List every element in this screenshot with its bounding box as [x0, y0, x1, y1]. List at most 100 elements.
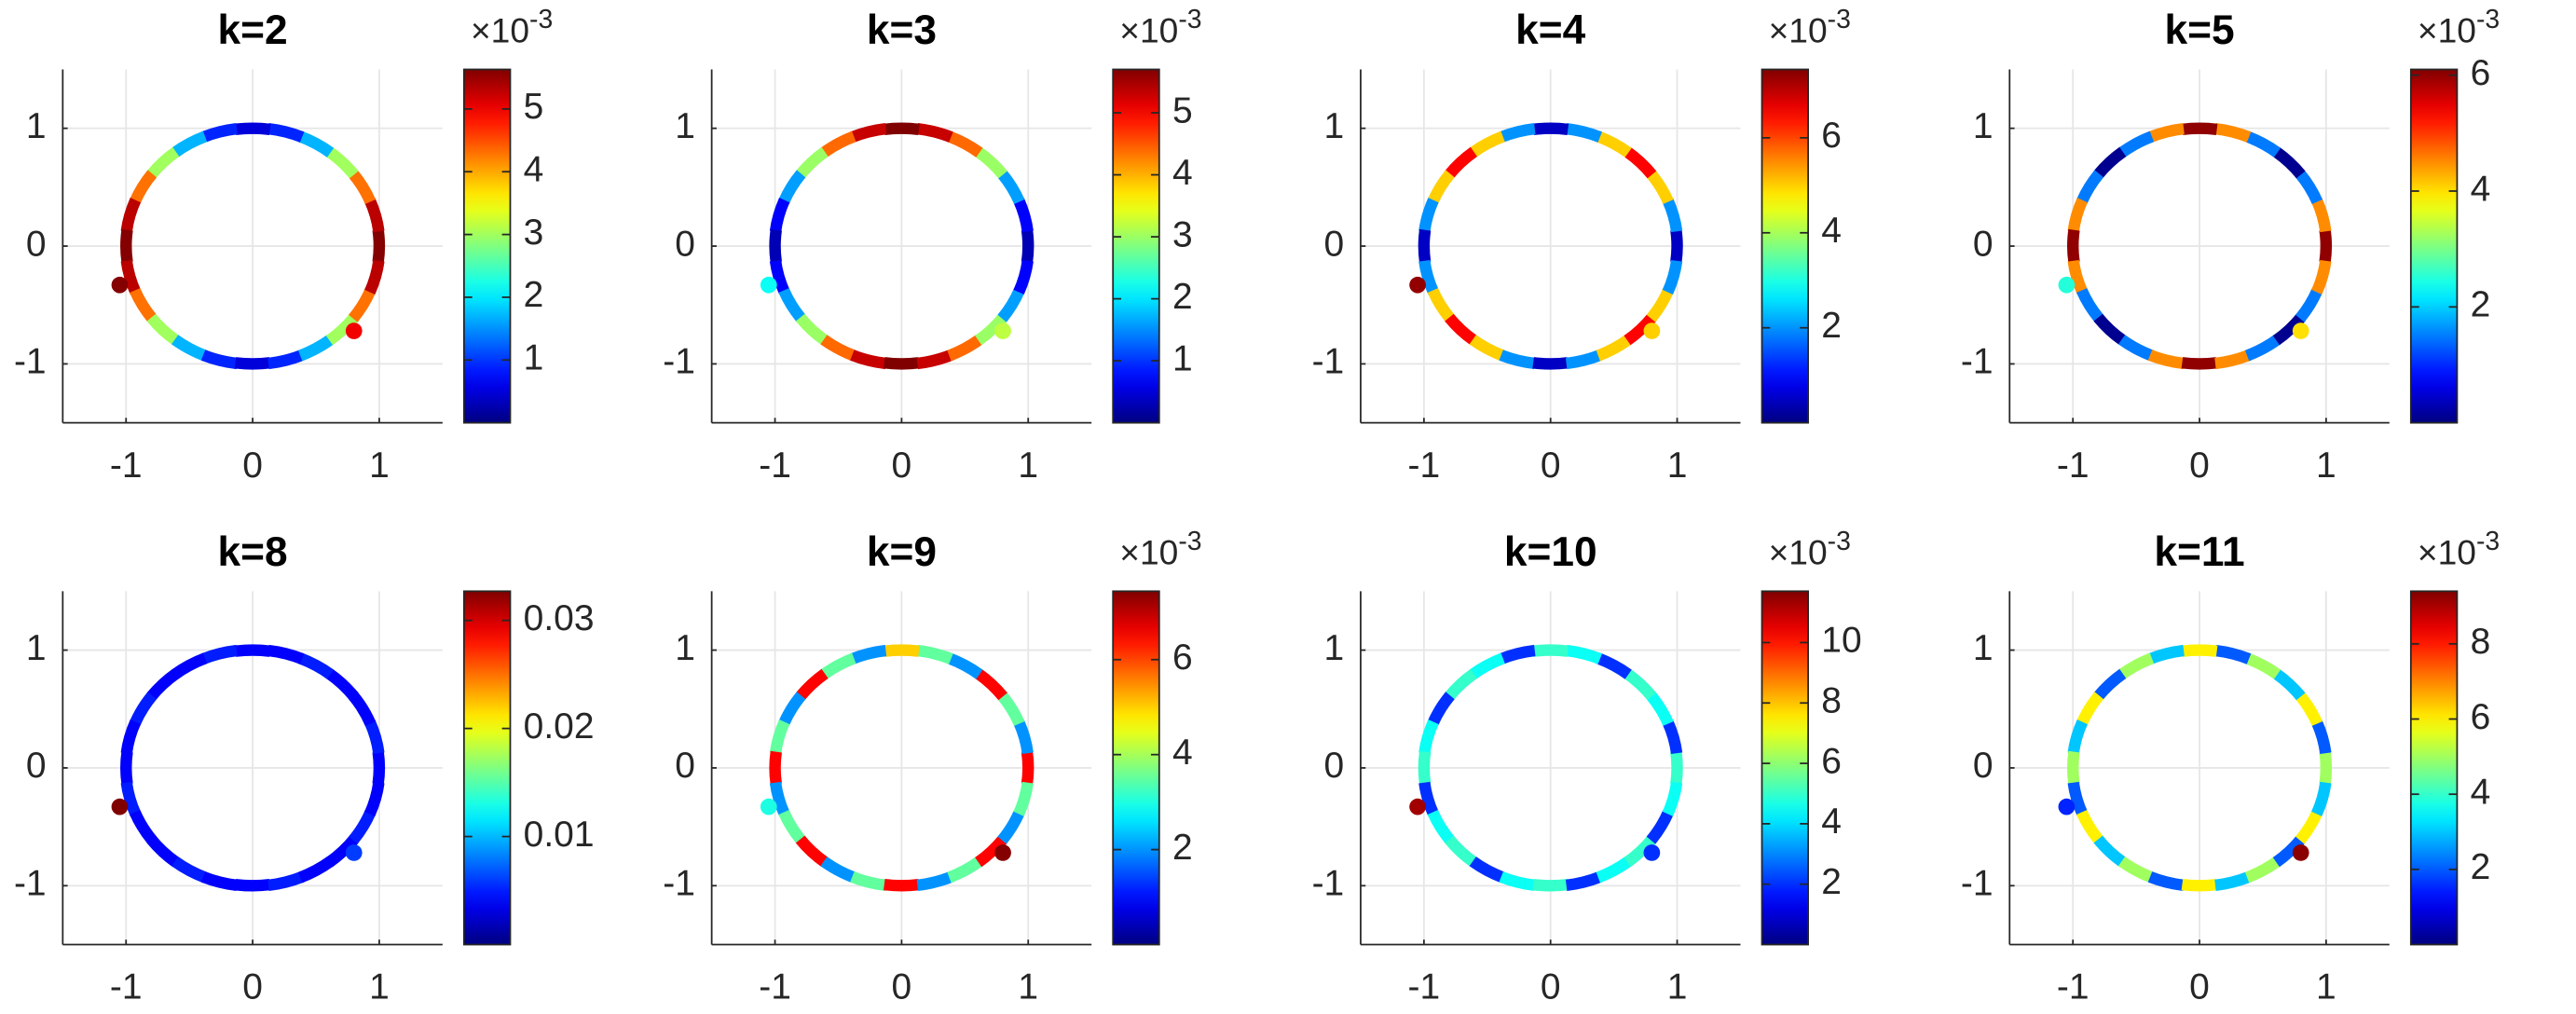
point — [372, 750, 386, 786]
point — [1643, 322, 1661, 339]
point — [1532, 122, 1569, 136]
colorbar-exponent: ×10-3 — [2418, 6, 2500, 50]
colorbar-tick-label: 3 — [524, 212, 544, 253]
colorbar-tick-label: 0.02 — [524, 706, 595, 747]
x-tick-label: 1 — [2316, 445, 2336, 486]
x-tick-label: 0 — [2189, 445, 2210, 486]
colorbar-tick-label: 2 — [2471, 847, 2491, 887]
colorbar-exponent: ×10-3 — [1119, 6, 1201, 50]
y-tick-label: -1 — [1312, 864, 1345, 904]
y-tick-label: -1 — [1961, 342, 1994, 382]
colorbar-tick-label: 1 — [1172, 338, 1193, 378]
x-tick-label: 0 — [1541, 967, 1561, 1007]
point — [1662, 781, 1683, 816]
x-tick-label: -1 — [110, 445, 143, 486]
y-tick-label: -1 — [14, 864, 47, 904]
x-tick-label: -1 — [2057, 445, 2090, 486]
colorbar-tick-label: 0.03 — [524, 598, 595, 638]
point — [120, 750, 133, 786]
point — [994, 322, 1011, 339]
colorbar-tick-label: 4 — [1172, 153, 1193, 193]
y-tick-label: 0 — [26, 746, 47, 786]
colorbar-tick-label: 4 — [1821, 211, 1842, 251]
y-tick-label: 0 — [26, 224, 47, 264]
y-tick-label: 1 — [675, 106, 695, 146]
y-tick-label: 1 — [1324, 628, 1345, 668]
colorbar-tick-label: 6 — [2471, 697, 2491, 737]
point — [2310, 259, 2332, 295]
colorbar-tick-label: 8 — [1821, 681, 1842, 721]
y-tick-label: 1 — [26, 106, 47, 146]
colorbar-tick-label: 5 — [1172, 90, 1193, 130]
exponent-power: -3 — [1828, 6, 1851, 35]
point — [769, 750, 783, 786]
point — [345, 322, 363, 339]
colorbar-tick-label: 4 — [2471, 169, 2491, 209]
exponent-base: ×10 — [2418, 532, 2476, 571]
colorbar-tick-label: 6 — [1172, 637, 1193, 678]
x-tick-label: 0 — [2189, 967, 2210, 1007]
y-tick-label: 1 — [26, 628, 47, 668]
colorbar-tick-label: 4 — [1172, 733, 1193, 773]
x-tick-label: -1 — [1408, 967, 1441, 1007]
exponent-base: ×10 — [1769, 532, 1828, 571]
point — [120, 228, 133, 264]
colorbar-tick-label: 1 — [524, 338, 544, 378]
y-tick-label: 0 — [675, 746, 695, 786]
subplot: -1 0 1 -1 0 1 k=11 2 4 6 8 ×10-3 — [1961, 527, 2500, 1007]
x-tick-label: 1 — [1018, 967, 1038, 1007]
x-tick-label: 0 — [242, 967, 263, 1007]
colorbar-tick-label: 5 — [524, 87, 544, 127]
point — [345, 844, 363, 861]
colorbar-tick-label: 6 — [1821, 116, 1842, 156]
y-tick-label: -1 — [1961, 864, 1994, 904]
colorbar-tick-label: 8 — [2471, 622, 2491, 662]
point — [1013, 781, 1034, 816]
point — [2066, 750, 2080, 786]
exponent-power: -3 — [529, 6, 553, 35]
colorbar — [462, 590, 512, 946]
x-tick-label: -1 — [2057, 967, 2090, 1007]
subplot: -1 0 1 -1 0 1 k=3 1 2 3 4 5 ×10-3 — [663, 6, 1201, 486]
exponent-power: -3 — [2476, 6, 2500, 35]
colorbar-tick-label: 2 — [1172, 828, 1193, 868]
point — [372, 228, 386, 264]
subplot-title: k=2 — [218, 7, 288, 53]
point — [111, 798, 129, 815]
point — [364, 259, 385, 295]
point — [769, 228, 783, 264]
exponent-power: -3 — [1178, 6, 1201, 35]
exponent-base: ×10 — [1769, 10, 1828, 49]
point — [1643, 844, 1661, 861]
point — [1532, 878, 1569, 892]
point — [2292, 844, 2309, 861]
colorbar-tick-label: 6 — [2471, 53, 2491, 93]
colorbar-tick-label: 2 — [1821, 306, 1842, 346]
point — [883, 122, 920, 136]
point — [1418, 750, 1432, 786]
point — [2319, 750, 2333, 786]
point — [760, 276, 777, 294]
x-tick-label: -1 — [759, 967, 791, 1007]
subplot-title: k=8 — [218, 529, 288, 575]
subplot-title: k=3 — [867, 7, 937, 53]
colorbar — [462, 68, 512, 424]
point — [2310, 781, 2332, 816]
x-tick-label: 1 — [369, 445, 390, 486]
colorbar-tick-label: 4 — [524, 150, 544, 190]
subplot-title: k=4 — [1515, 7, 1585, 53]
exponent-base: ×10 — [471, 10, 529, 49]
x-tick-label: 1 — [2316, 967, 2336, 1007]
colorbar-exponent: ×10-3 — [1769, 6, 1851, 50]
colorbar — [1112, 590, 1160, 946]
y-tick-label: 0 — [675, 224, 695, 264]
point — [1418, 228, 1432, 264]
colorbar-tick-label: 0.01 — [524, 815, 595, 855]
x-tick-label: -1 — [110, 967, 143, 1007]
colorbar-tick-label: 3 — [1172, 214, 1193, 254]
colorbar-tick-label: 2 — [1821, 862, 1842, 902]
point — [2292, 322, 2309, 339]
y-tick-label: 0 — [1973, 224, 1994, 264]
colorbar — [1761, 68, 1810, 424]
